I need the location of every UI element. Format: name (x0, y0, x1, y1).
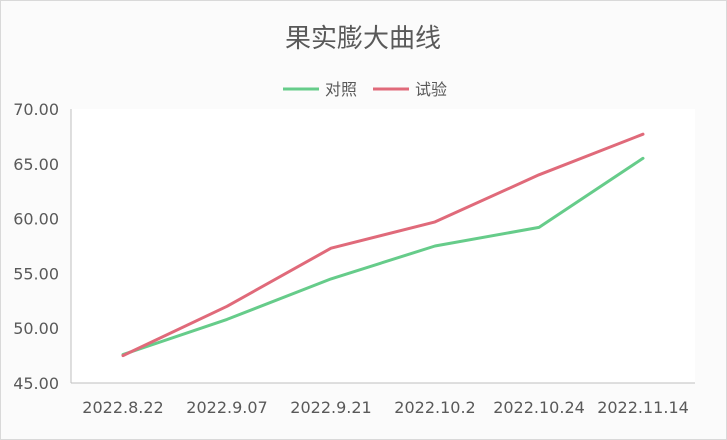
legend: 对照 试验 (283, 80, 447, 99)
y-tick-label: 55.00 (13, 264, 59, 283)
x-tick-label: 2022.10.2 (394, 398, 475, 417)
y-tick-label: 60.00 (13, 210, 59, 229)
series-line-2 (121, 132, 645, 358)
series-line-1 (121, 156, 645, 356)
x-tick-label: 2022.10.24 (493, 398, 585, 417)
axes (70, 109, 695, 384)
x-tick-label: 2022.9.21 (290, 398, 371, 417)
y-tick-label: 65.00 (13, 155, 59, 174)
x-tick-label: 2022.9.07 (186, 398, 267, 417)
y-tick-label: 45.00 (13, 374, 59, 393)
x-tick-label: 2022.11.14 (597, 398, 689, 417)
y-axis-ticks: 45.00 50.00 55.00 60.00 65.00 70.00 (13, 100, 59, 393)
series-lines (121, 132, 645, 358)
legend-label-2: 试验 (415, 80, 447, 99)
x-tick-label: 2022.8.22 (82, 398, 163, 417)
chart-title: 果实膨大曲线 (285, 24, 441, 54)
y-tick-label: 50.00 (13, 319, 59, 338)
legend-label-1: 对照 (325, 80, 357, 99)
y-tick-label: 70.00 (13, 100, 59, 119)
x-axis-ticks: 2022.8.22 2022.9.07 2022.9.21 2022.10.2 2022… (82, 398, 689, 417)
